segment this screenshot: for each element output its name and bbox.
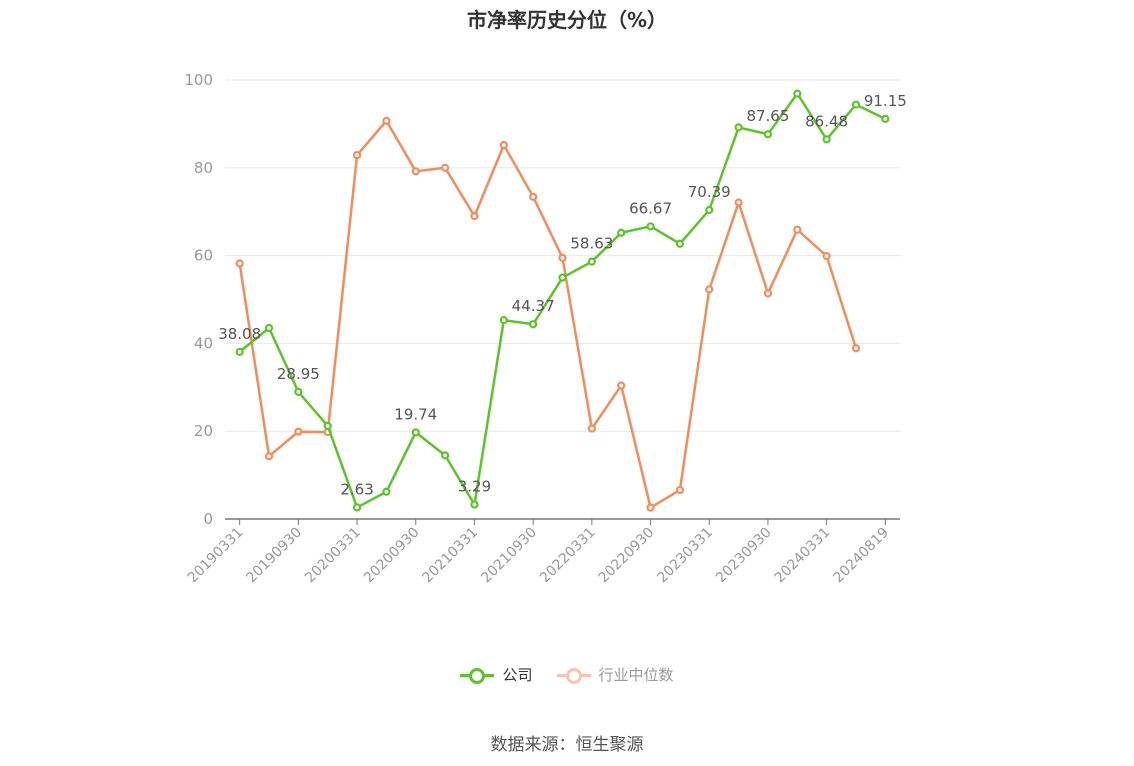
data-point-industry-median xyxy=(587,424,596,433)
series-line-company xyxy=(238,92,886,509)
data-label: 38.08 xyxy=(218,325,261,343)
data-label: 91.15 xyxy=(864,92,907,110)
legend-swatch-industry-median xyxy=(556,667,591,684)
data-point-company xyxy=(587,257,596,266)
legend-swatch-company xyxy=(460,667,495,684)
data-point-company xyxy=(264,323,274,333)
x-tick-label: 20200930 xyxy=(361,525,423,587)
x-tick-label: 20220331 xyxy=(537,525,599,587)
data-point-industry-median xyxy=(294,427,303,436)
data-point-company xyxy=(235,347,244,356)
data-point-company xyxy=(763,130,773,139)
x-tick-label: 20240819 xyxy=(830,525,892,587)
data-point-industry-median xyxy=(675,485,684,495)
data-point-company xyxy=(734,123,743,132)
data-point-industry-median xyxy=(499,140,508,150)
data-label: 2.63 xyxy=(340,480,373,498)
data-point-industry-median xyxy=(382,116,391,125)
data-point-company xyxy=(705,205,714,215)
data-point-industry-median xyxy=(470,211,479,221)
data-point-company xyxy=(382,487,391,496)
data-point-company xyxy=(822,135,831,144)
data-point-company xyxy=(411,428,420,437)
data-point-company xyxy=(441,451,450,460)
data-point-industry-median xyxy=(352,150,362,160)
data-point-industry-median xyxy=(646,503,655,512)
data-point-company xyxy=(294,387,303,397)
y-tick-label: 20 xyxy=(194,422,213,440)
chart-title: 市净率历史分位（%） xyxy=(466,8,668,32)
data-point-industry-median xyxy=(617,381,626,390)
y-tick-label: 60 xyxy=(194,247,213,265)
data-label: 86.48 xyxy=(805,112,848,130)
data-point-industry-median xyxy=(529,192,538,201)
x-tick-label: 20190930 xyxy=(243,525,305,587)
data-point-company xyxy=(881,114,890,123)
data-point-industry-median xyxy=(822,251,831,261)
data-label: 19.74 xyxy=(394,405,437,423)
series-line-industry-median xyxy=(238,119,858,509)
legend-item-company[interactable]: 公司 xyxy=(460,664,533,685)
data-label: 58.63 xyxy=(570,235,613,253)
data-point-company xyxy=(352,503,362,512)
y-tick-label: 80 xyxy=(194,159,213,177)
data-point-company xyxy=(646,222,655,231)
legend: 公司 行业中位数 xyxy=(0,664,1134,685)
data-point-industry-median xyxy=(235,259,244,268)
legend-label-industry-median: 行业中位数 xyxy=(598,666,674,684)
data-point-industry-median xyxy=(441,163,450,172)
data-point-industry-median xyxy=(558,253,567,262)
x-tick-label: 20220930 xyxy=(596,525,658,587)
legend-label-company: 公司 xyxy=(502,666,533,684)
data-point-company xyxy=(529,320,538,329)
data-point-industry-median xyxy=(734,198,743,207)
x-tick-label: 20240331 xyxy=(772,525,834,587)
x-tick-label: 20230331 xyxy=(654,525,716,587)
x-tick-label: 20230930 xyxy=(713,525,775,587)
x-tick-label: 20210331 xyxy=(420,525,482,587)
data-point-industry-median xyxy=(793,225,802,234)
data-point-company xyxy=(470,500,479,509)
data-point-company xyxy=(499,316,508,325)
data-label: 44.37 xyxy=(512,297,555,315)
data-point-company xyxy=(617,228,626,237)
line-chart: 0 20 40 60 80 100 2019033120190930202003312020… xyxy=(184,71,907,587)
x-tick-label: 20190331 xyxy=(185,525,247,587)
data-point-company xyxy=(793,89,802,98)
data-label: 3.29 xyxy=(458,478,491,496)
data-source-note: 数据来源：恒生聚源 xyxy=(490,735,644,755)
data-label: 66.67 xyxy=(629,199,672,217)
data-point-industry-median xyxy=(411,167,420,176)
data-point-industry-median xyxy=(705,285,714,294)
y-tick-label: 40 xyxy=(194,334,213,352)
data-point-industry-median xyxy=(851,344,861,353)
data-label: 28.95 xyxy=(277,365,320,383)
data-point-company xyxy=(558,273,567,282)
data-point-company xyxy=(323,421,332,431)
data-label: 70.39 xyxy=(688,183,731,201)
data-point-company xyxy=(851,100,861,109)
data-point-industry-median xyxy=(763,289,773,298)
x-tick-label: 20200331 xyxy=(302,525,364,587)
data-point-industry-median xyxy=(264,452,274,461)
x-tick-label: 20210930 xyxy=(478,525,540,587)
data-label: 87.65 xyxy=(746,107,789,125)
y-tick-label: 0 xyxy=(203,510,213,528)
legend-item-industry-median[interactable]: 行业中位数 xyxy=(556,664,674,685)
data-point-company xyxy=(675,239,684,248)
y-tick-label: 100 xyxy=(184,71,213,89)
